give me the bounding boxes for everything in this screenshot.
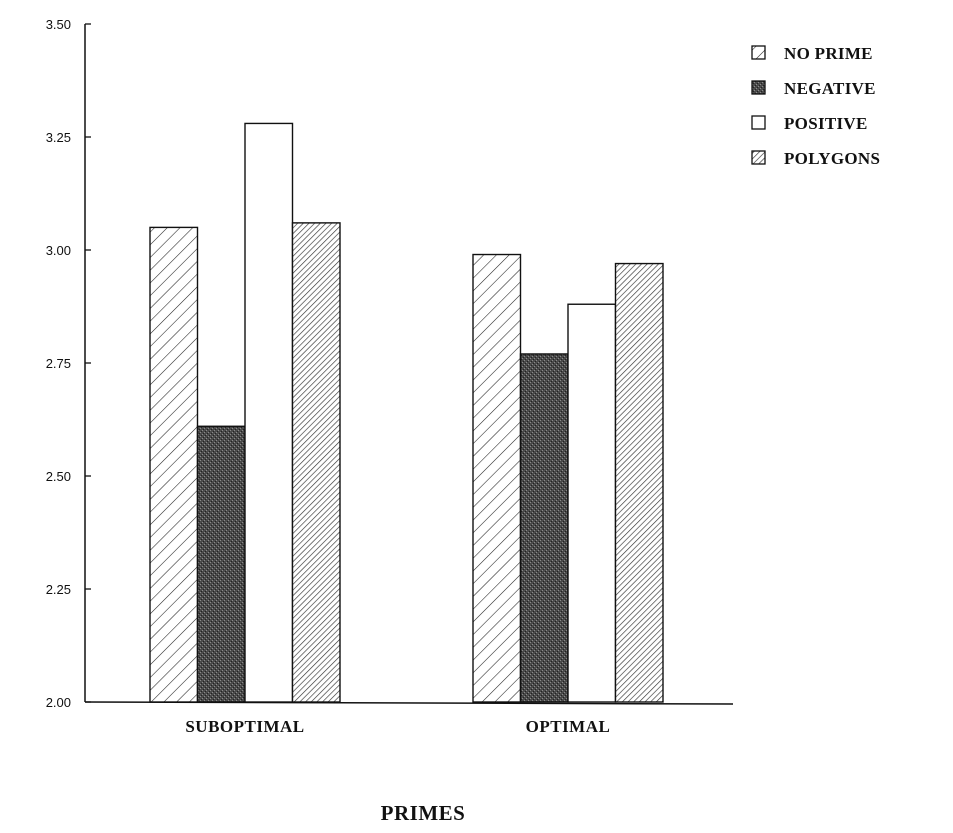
bar-suboptimal-no-prime [149, 226, 199, 703]
bar-optimal-polygons [614, 262, 664, 703]
legend-label: NO PRIME [784, 44, 873, 63]
legend-label: NEGATIVE [784, 79, 876, 98]
y-tick-label: 3.50 [46, 17, 71, 32]
bar-suboptimal-positive [244, 122, 294, 703]
legend-label: POLYGONS [784, 149, 880, 168]
bar-suboptimal-polygons [291, 222, 341, 703]
bar-optimal-no-prime [472, 253, 522, 703]
legend-swatch [751, 80, 766, 95]
x-axis-title: PRIMES [381, 801, 466, 825]
category-label: SUBOPTIMAL [185, 717, 304, 736]
y-tick-label: 2.00 [46, 695, 71, 710]
legend: NO PRIME NEGATIVE POSITIVE POLYGONS [751, 44, 880, 168]
category-label: OPTIMAL [526, 717, 611, 736]
y-ticks: 2.00 2.25 2.50 2.75 3.00 3.25 3.50 [46, 17, 91, 710]
y-tick-label: 2.75 [46, 356, 71, 371]
category-labels: SUBOPTIMAL OPTIMAL [185, 717, 610, 736]
legend-label: POSITIVE [784, 114, 868, 133]
bar-optimal-positive [567, 303, 617, 703]
y-tick-label: 2.50 [46, 469, 71, 484]
legend-swatch [751, 150, 766, 165]
y-tick-label: 3.25 [46, 130, 71, 145]
bars [149, 122, 664, 703]
legend-swatch [751, 45, 766, 60]
y-tick-label: 2.25 [46, 582, 71, 597]
legend-swatch [751, 115, 766, 130]
y-tick-label: 3.00 [46, 243, 71, 258]
bar-optimal-negative [519, 353, 569, 703]
bar-suboptimal-negative [196, 425, 246, 703]
